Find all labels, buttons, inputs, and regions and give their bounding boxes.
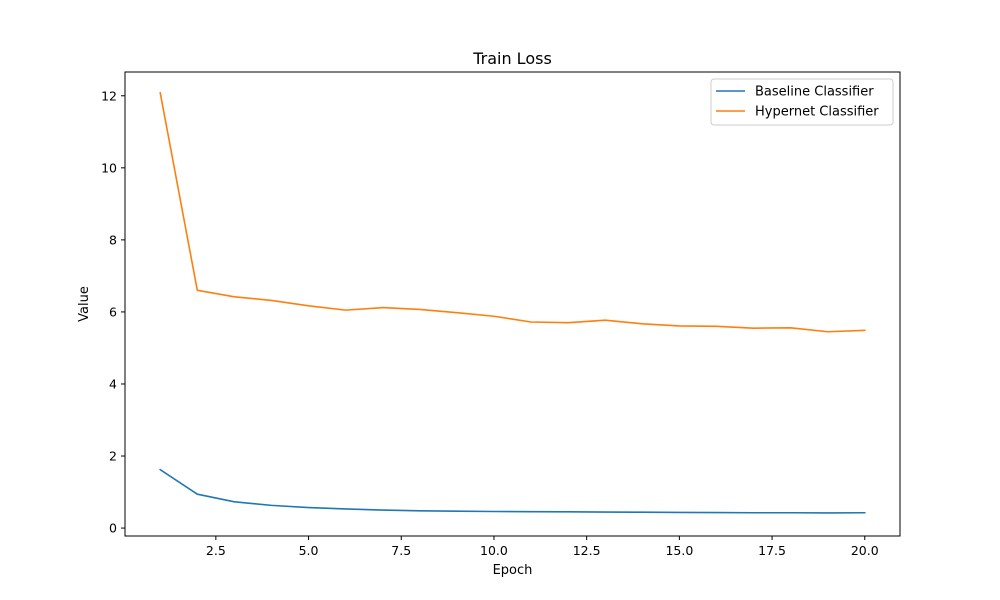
x-tick-label: 17.5 xyxy=(758,543,786,558)
chart-title: Train Loss xyxy=(472,49,552,68)
legend: Baseline Classifier Hypernet Classifier xyxy=(710,78,894,126)
x-tick-label: 10.0 xyxy=(480,543,508,558)
x-tick-label: 5.0 xyxy=(299,543,319,558)
y-tick-label: 6 xyxy=(109,304,117,319)
y-axis-label: Value xyxy=(77,286,92,322)
x-tick-label: 15.0 xyxy=(665,543,693,558)
x-tick-label: 20.0 xyxy=(851,543,879,558)
legend-box xyxy=(710,78,894,126)
y-axis-ticks: 0 2 4 6 8 10 12 xyxy=(101,88,125,536)
x-axis-label: Epoch xyxy=(493,563,533,578)
y-tick-label: 4 xyxy=(109,376,117,391)
legend-label-2: Hypernet Classifier xyxy=(755,105,879,120)
y-tick-label: 0 xyxy=(109,521,117,536)
y-tick-label: 10 xyxy=(101,160,117,175)
series-line-1 xyxy=(159,468,866,514)
y-tick-label: 12 xyxy=(101,88,117,103)
x-tick-label: 2.5 xyxy=(206,543,226,558)
x-axis-ticks: 2.5 5.0 7.5 10.0 12.5 15.0 17.5 20.0 xyxy=(206,536,879,558)
series-line-2 xyxy=(159,91,866,333)
legend-label-1: Baseline Classifier xyxy=(755,85,874,100)
x-tick-label: 7.5 xyxy=(391,543,411,558)
y-tick-label: 8 xyxy=(109,232,117,247)
x-tick-label: 12.5 xyxy=(573,543,601,558)
axes-frame xyxy=(124,71,901,537)
plot-area xyxy=(124,71,901,537)
y-tick-label: 2 xyxy=(109,449,117,464)
